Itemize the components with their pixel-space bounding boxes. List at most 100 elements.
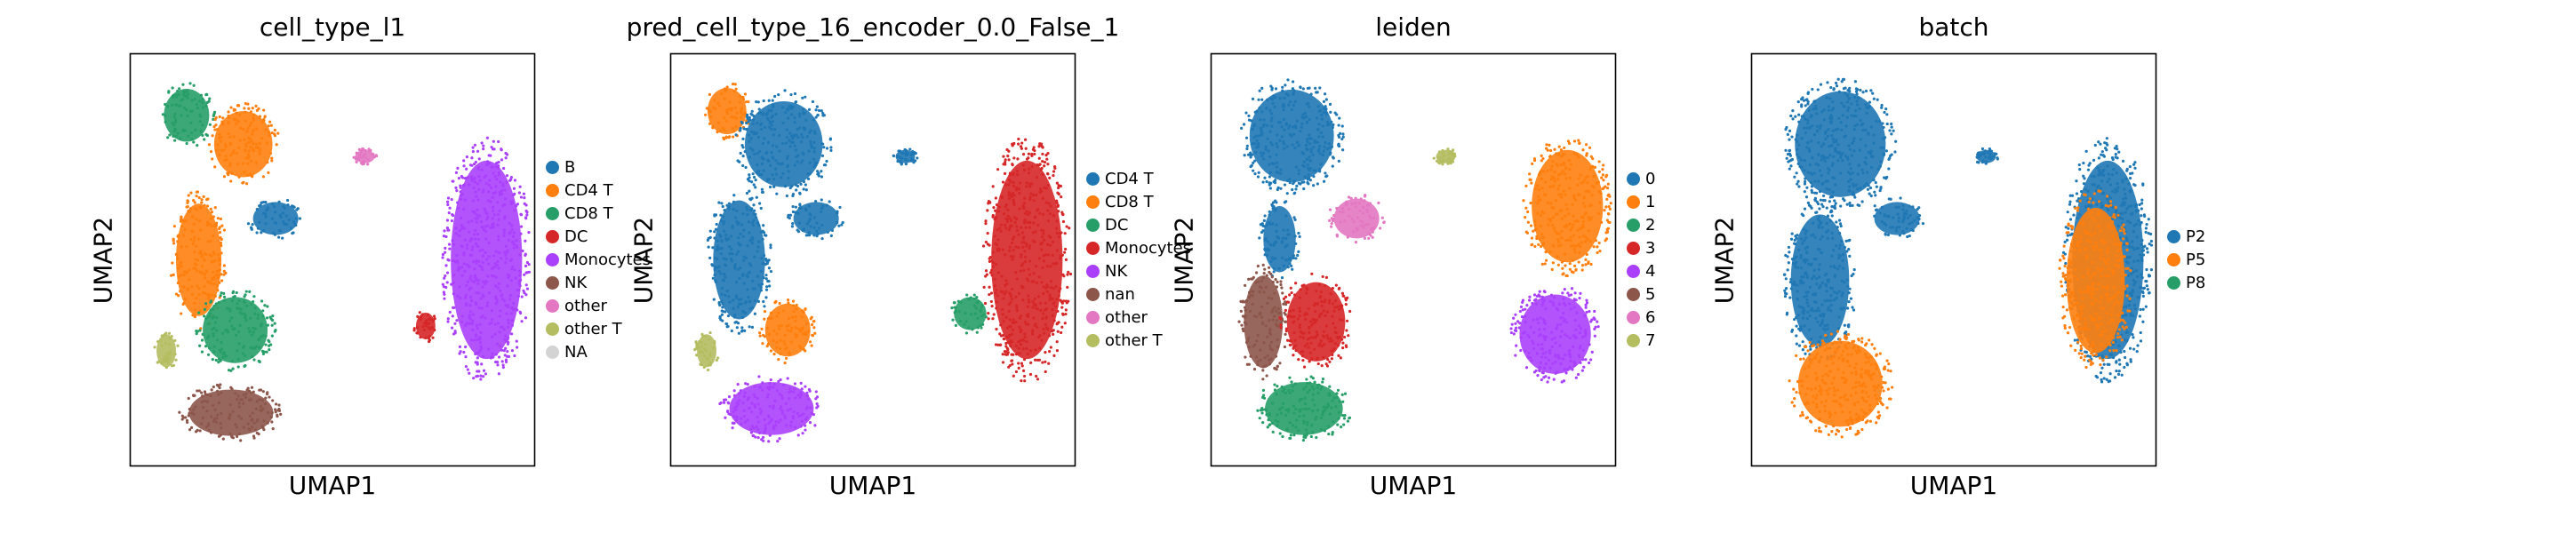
point: [228, 143, 232, 147]
point: [266, 421, 269, 425]
point: [476, 351, 480, 354]
point: [235, 118, 238, 122]
point: [264, 396, 268, 400]
point: [476, 244, 479, 248]
point: [186, 114, 189, 118]
point: [372, 155, 376, 159]
point: [214, 358, 218, 362]
point: [815, 161, 819, 164]
point: [504, 360, 508, 364]
point: [189, 207, 193, 211]
point: [289, 227, 292, 230]
point: [213, 165, 217, 169]
point: [801, 227, 805, 232]
point: [500, 158, 504, 162]
point: [462, 262, 466, 266]
point: [471, 328, 475, 332]
point: [183, 94, 187, 98]
point: [769, 243, 772, 247]
point: [841, 220, 844, 225]
point: [708, 122, 712, 125]
point: [281, 236, 284, 240]
point: [795, 188, 798, 192]
point: [496, 286, 500, 290]
point: [269, 123, 273, 127]
point: [255, 400, 259, 403]
point: [790, 225, 795, 228]
point: [762, 299, 765, 304]
point: [258, 115, 262, 118]
point: [499, 325, 503, 329]
point: [476, 338, 479, 341]
point: [752, 175, 756, 179]
point: [751, 306, 755, 310]
point: [756, 171, 759, 174]
point: [197, 311, 201, 314]
point: [723, 208, 726, 212]
point: [262, 119, 266, 123]
point: [452, 306, 455, 309]
point: [171, 121, 174, 125]
point: [727, 237, 731, 241]
point: [525, 260, 529, 265]
point: [722, 257, 725, 260]
point: [294, 224, 298, 227]
point: [244, 290, 248, 293]
point: [217, 401, 220, 405]
point: [794, 100, 798, 104]
point: [487, 262, 491, 266]
point: [788, 105, 791, 108]
point: [455, 189, 459, 193]
point: [741, 273, 745, 276]
point: [711, 246, 715, 250]
point: [825, 203, 828, 207]
point: [416, 331, 420, 335]
point: [224, 329, 228, 332]
point: [716, 239, 719, 243]
point: [772, 133, 775, 137]
point: [481, 190, 484, 194]
point: [763, 137, 766, 140]
point: [209, 207, 212, 211]
point: [453, 331, 457, 335]
point: [247, 326, 251, 330]
point: [206, 322, 210, 326]
point: [748, 189, 751, 193]
point: [266, 391, 269, 394]
point: [252, 330, 255, 334]
point: [266, 305, 269, 308]
point: [164, 366, 168, 370]
point: [492, 355, 495, 359]
point: [246, 153, 250, 156]
point: [161, 113, 164, 116]
point: [502, 349, 506, 353]
point: [749, 112, 753, 115]
point: [268, 339, 271, 344]
point: [208, 346, 212, 350]
chart-title: cell_type_l1: [259, 12, 406, 42]
point: [796, 184, 800, 188]
point: [740, 110, 743, 114]
point: [524, 239, 527, 243]
point: [491, 217, 494, 220]
point: [488, 322, 492, 326]
point: [445, 271, 450, 274]
point: [721, 215, 724, 219]
point: [704, 113, 708, 116]
point: [214, 148, 219, 152]
point: [726, 324, 730, 329]
point: [195, 208, 198, 211]
point: [822, 146, 826, 149]
point: [760, 257, 764, 260]
point: [229, 369, 233, 372]
point: [206, 393, 210, 397]
point: [446, 258, 450, 261]
point: [707, 236, 710, 240]
point: [241, 162, 245, 165]
point: [253, 346, 257, 350]
point: [189, 131, 194, 135]
point: [724, 275, 727, 279]
point: [476, 213, 479, 217]
point: [452, 281, 455, 285]
point: [720, 239, 724, 243]
